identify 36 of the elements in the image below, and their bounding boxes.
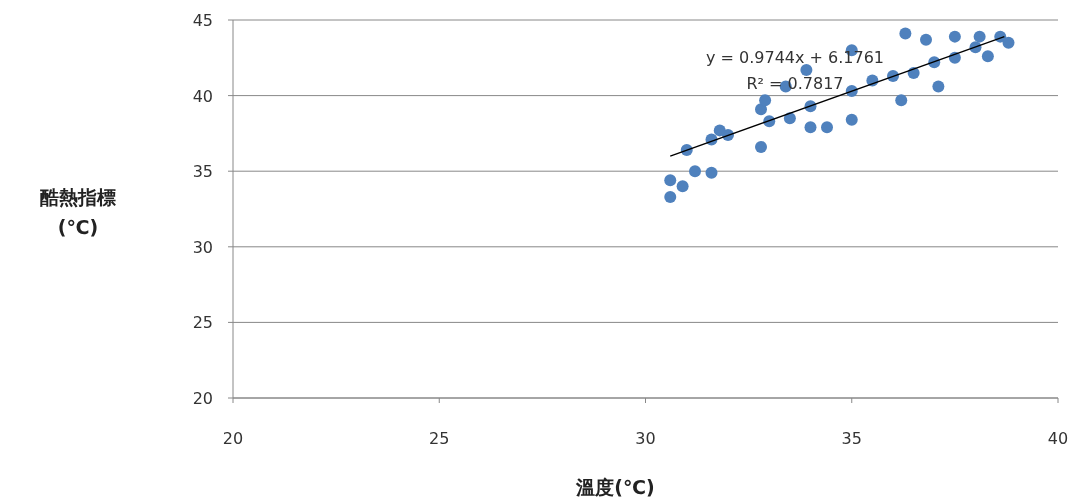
point — [948, 30, 961, 43]
point — [755, 141, 767, 154]
point — [800, 63, 813, 76]
point — [973, 30, 986, 43]
annotation: y = 0.9744x + 6.1761 — [705, 48, 885, 67]
point — [821, 121, 833, 134]
point — [783, 112, 796, 125]
point — [1002, 36, 1015, 49]
y-tick-label: 45 — [192, 11, 213, 30]
point — [676, 180, 689, 193]
point — [755, 103, 767, 116]
x-tick-label: 35 — [841, 429, 862, 448]
point — [981, 50, 994, 63]
point — [845, 113, 858, 126]
point — [920, 33, 932, 46]
point — [689, 165, 701, 178]
point — [759, 94, 772, 107]
y-tick-label: 40 — [192, 86, 213, 106]
x-axis-title: 溫度(℃) — [575, 476, 655, 498]
point — [664, 174, 677, 187]
point — [664, 190, 677, 203]
y-tick-label: 35 — [192, 162, 213, 182]
point — [705, 166, 718, 179]
point — [932, 80, 945, 93]
y-tick-label: 25 — [192, 313, 213, 333]
y-axis-title: 酷熱指標 (℃) — [40, 186, 116, 238]
annotation: R² = 0.7817 — [746, 74, 844, 93]
y-tick-label: 30 — [192, 237, 213, 257]
x-tick-label: 40 — [1047, 429, 1069, 448]
point — [804, 121, 817, 134]
point — [895, 94, 908, 107]
y-tick-label: 20 — [192, 389, 213, 408]
x-tick-label: 30 — [635, 429, 656, 448]
point — [899, 27, 912, 40]
x-tick-label: 25 — [429, 429, 450, 448]
x-tick-label: 20 — [222, 429, 244, 448]
